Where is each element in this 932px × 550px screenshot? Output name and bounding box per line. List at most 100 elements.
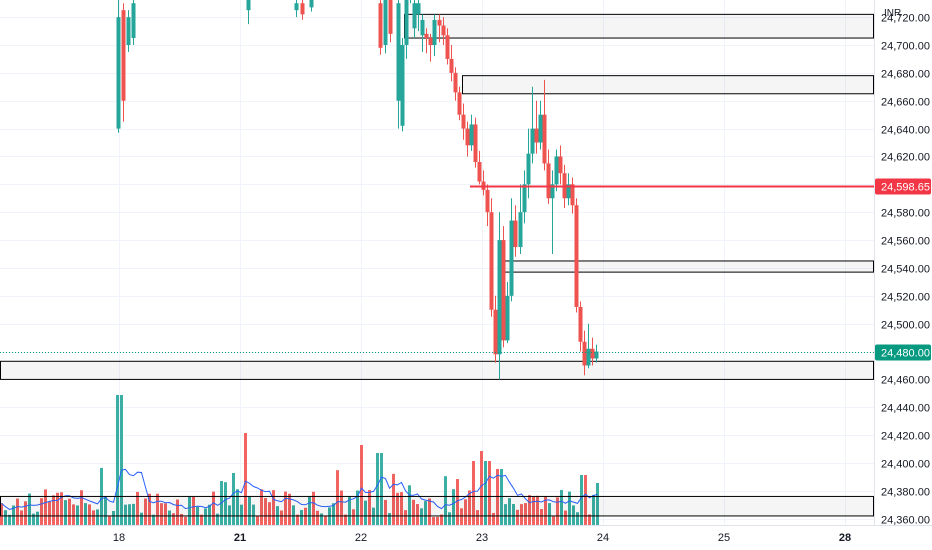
volume-bar <box>224 482 227 525</box>
volume-bar <box>28 493 31 525</box>
volume-bar <box>480 451 483 525</box>
volume-bar <box>172 513 175 525</box>
volume-bar <box>252 504 255 525</box>
volume-bar <box>596 483 599 525</box>
candle-body <box>246 0 251 11</box>
candle-body <box>485 189 490 213</box>
candle-body <box>477 162 482 182</box>
candle-body <box>534 128 539 143</box>
volume-bar <box>352 509 355 525</box>
candle-body <box>550 184 555 199</box>
candle-body <box>416 3 421 15</box>
price-tick-label: 24,460.00 <box>881 375 930 387</box>
volume-bar <box>496 469 499 525</box>
candle-body <box>489 212 494 310</box>
volume-bar <box>536 495 539 525</box>
volume-bar <box>24 501 27 525</box>
volume-bar <box>212 491 215 525</box>
volume-bar <box>476 510 479 525</box>
volume-bar <box>376 453 379 525</box>
candle-body <box>400 45 405 126</box>
price-axis[interactable]: 24,720.00 24,700.00 24,680.00 24,660.00 24,6… <box>874 0 932 527</box>
volume-bar <box>204 508 207 525</box>
volume-bar <box>512 503 515 525</box>
volume-bar <box>280 510 283 525</box>
volume-bar <box>416 504 419 525</box>
volume-bar <box>448 512 451 525</box>
volume-bar <box>136 491 139 525</box>
volume-bar <box>324 516 327 525</box>
volume-bar <box>364 500 367 525</box>
volume-bar <box>256 515 259 525</box>
candle-body <box>586 348 591 366</box>
sr-zone[interactable] <box>404 13 874 39</box>
volume-bar <box>452 489 455 525</box>
candle-body <box>404 0 409 46</box>
price-tick-label: 24,620.00 <box>881 152 930 164</box>
volume-bar <box>184 516 187 525</box>
candle-body <box>509 220 514 296</box>
volume-bar <box>356 490 359 525</box>
candle-body <box>383 0 388 46</box>
volume-bar <box>168 510 171 525</box>
candle-body <box>570 184 575 206</box>
volume-bar <box>144 498 147 525</box>
volume-bar <box>544 496 547 525</box>
price-tick-label: 24,700.00 <box>881 41 930 53</box>
candle-body <box>465 128 470 146</box>
candle-layer <box>116 0 599 380</box>
volume-bar <box>60 492 63 525</box>
volume-bar <box>164 503 167 525</box>
volume-bar <box>492 512 495 525</box>
time-axis[interactable]: 18 21 22 23 24 25 28 <box>0 525 932 545</box>
time-tick-label: 23 <box>476 532 488 544</box>
volume-bar <box>520 504 523 525</box>
currency-label[interactable]: INR <box>884 8 902 19</box>
price-badge-label: 24,598.65 <box>881 182 930 194</box>
candle-body <box>412 3 417 29</box>
volume-bar <box>348 496 351 525</box>
candle-body <box>526 153 531 185</box>
sr-zone[interactable] <box>501 260 874 273</box>
candle-body <box>121 10 126 101</box>
volume-bar <box>232 472 235 525</box>
candle-body <box>126 17 131 46</box>
volume-bar <box>428 498 431 525</box>
volume-bar <box>48 501 51 525</box>
candle-body <box>432 19 437 46</box>
volume-bar <box>380 453 383 525</box>
volume-bar <box>16 498 19 525</box>
sr-zone[interactable] <box>462 75 874 95</box>
volume-bar <box>528 495 531 525</box>
volume-bar <box>396 492 399 525</box>
candle-body <box>294 3 299 11</box>
volume-bar <box>56 492 59 525</box>
volume-bar <box>8 514 11 525</box>
volume-bar <box>556 497 559 525</box>
price-tick-label: 24,640.00 <box>881 125 930 137</box>
volume-bar <box>40 498 43 525</box>
price-tick-label: 24,440.00 <box>881 403 930 415</box>
volume-bar <box>460 508 463 525</box>
volume-bar <box>140 512 143 525</box>
price-tick-label: 24,360.00 <box>881 515 930 527</box>
candle-body <box>420 19 425 36</box>
price-line-layer <box>0 185 874 353</box>
volume-bar <box>592 494 595 525</box>
volume-bar <box>180 513 183 525</box>
price-badge <box>875 178 931 195</box>
candle-body <box>388 0 393 34</box>
volume-bar <box>384 499 387 525</box>
volume-bar <box>160 503 163 525</box>
volume-bar <box>84 503 87 525</box>
volume-bar <box>152 514 155 525</box>
sr-zone[interactable] <box>0 495 874 517</box>
volume-bar <box>104 496 107 525</box>
candle-body <box>453 72 458 93</box>
sr-zone[interactable] <box>0 360 874 380</box>
candle-body <box>522 184 527 213</box>
volume-bar <box>408 485 411 525</box>
time-tick-label: 21 <box>234 532 246 544</box>
volume-bar <box>124 504 127 525</box>
